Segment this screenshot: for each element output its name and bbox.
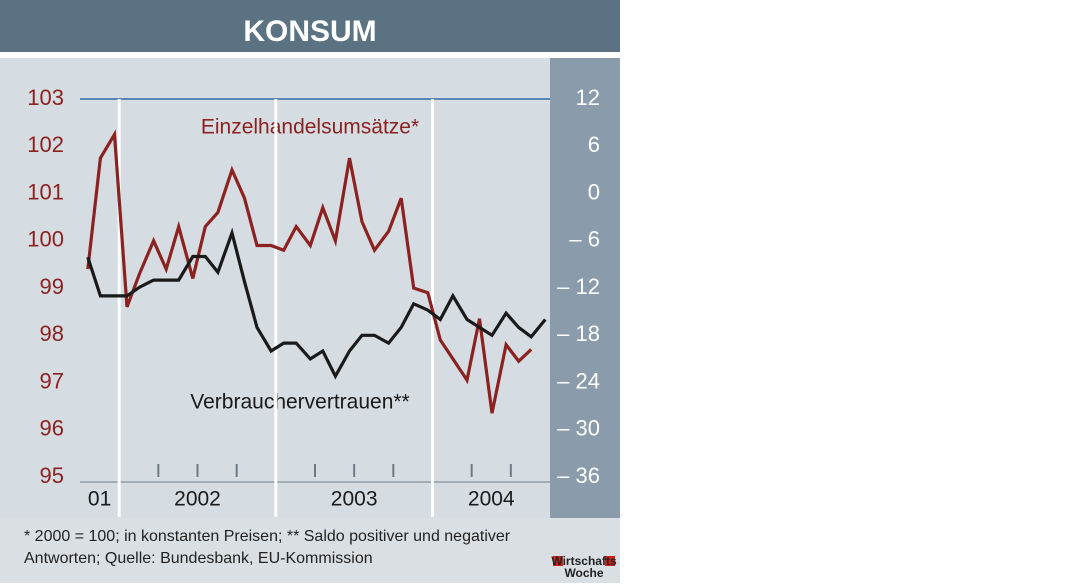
y-tick-label: 98 xyxy=(40,321,64,346)
y2-tick-label: – 36 xyxy=(557,463,600,488)
y-tick-label: 103 xyxy=(27,85,64,110)
header-gap xyxy=(0,52,620,58)
chart-title: KONSUM xyxy=(243,15,376,48)
y-tick-label: 102 xyxy=(27,132,64,157)
y2-tick-label: 12 xyxy=(576,85,600,110)
x-tick-label: 2003 xyxy=(331,488,378,511)
x-tick-label: 2004 xyxy=(468,488,515,511)
logo: Wirtschafts xyxy=(551,554,617,568)
footnote: * 2000 = 100; in konstanten Preisen; ** … xyxy=(24,528,511,545)
y2-tick-label: – 30 xyxy=(557,416,600,441)
x-tick-label: 01 xyxy=(88,488,111,511)
y-tick-label: 95 xyxy=(40,463,64,488)
y-tick-label: 97 xyxy=(40,368,64,393)
header-bar xyxy=(0,0,620,52)
y-tick-label: 101 xyxy=(27,179,64,204)
y2-tick-label: – 18 xyxy=(557,321,600,346)
line-series xyxy=(86,227,547,380)
y-tick-label: 100 xyxy=(27,227,64,252)
y2-tick-label: 6 xyxy=(588,132,600,157)
logo: Woche xyxy=(564,566,603,580)
footnote-background xyxy=(0,518,620,583)
y-tick-label: 99 xyxy=(40,274,64,299)
y-tick-label: 96 xyxy=(40,416,64,441)
annotation: Verbrauchervertrauen** xyxy=(190,391,409,414)
y2-tick-label: – 24 xyxy=(557,368,600,393)
y2-tick-label: – 12 xyxy=(557,274,600,299)
right-axis-background xyxy=(550,58,620,518)
footnote: Antworten; Quelle: Bundesbank, EU-Kommis… xyxy=(24,550,373,567)
line-series xyxy=(86,129,533,414)
logo-square xyxy=(553,556,563,566)
y2-tick-label: 0 xyxy=(588,179,600,204)
x-tick-label: 2002 xyxy=(174,488,221,511)
logo-square xyxy=(605,556,615,566)
annotation: Einzelhandelsumsätze* xyxy=(201,116,419,139)
y2-tick-label: – 6 xyxy=(569,227,600,252)
